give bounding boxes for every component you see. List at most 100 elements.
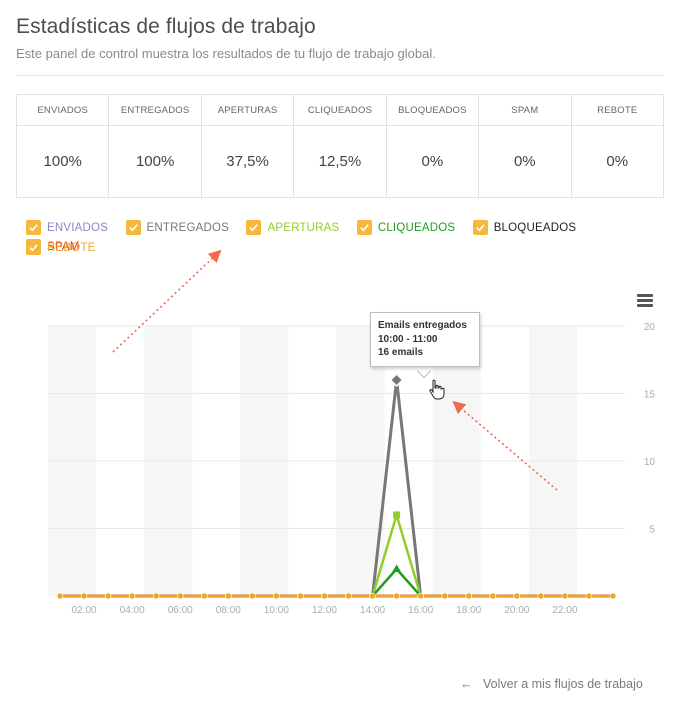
legend-label: SPAM bbox=[47, 240, 80, 253]
data-point bbox=[128, 592, 136, 600]
stats-header-cliqueados: CLIQUEADOS bbox=[293, 94, 387, 126]
series-line-entregados bbox=[60, 379, 613, 598]
annotation-arrows bbox=[112, 249, 558, 491]
checkbox-icon[interactable] bbox=[26, 240, 41, 255]
data-point-cliqueados bbox=[392, 564, 402, 572]
legend-item-entregados[interactable]: ENTREGADOS bbox=[125, 218, 230, 237]
data-point bbox=[609, 592, 617, 600]
checkbox-icon[interactable] bbox=[125, 220, 141, 235]
stats-header-enviados: ENVIADOS bbox=[15, 94, 110, 126]
legend-item-bloqueados[interactable]: BLOQUEADOS bbox=[472, 218, 577, 237]
legend-item-rebote[interactable]: REBOTE bbox=[26, 238, 96, 257]
stats-table: ENVIADOS ENTREGADOS APERTURAS CLIQUEADOS… bbox=[15, 94, 665, 198]
data-point bbox=[176, 592, 184, 600]
y-axis: 5 10 15 20 bbox=[644, 322, 656, 536]
legend-label: APERTURAS bbox=[267, 221, 340, 234]
stats-header-aperturas: APERTURAS bbox=[200, 94, 295, 126]
chart-band bbox=[48, 326, 97, 596]
page-title: Estadísticas de flujos de trabajo bbox=[16, 15, 316, 38]
data-point bbox=[489, 592, 497, 600]
annotation-arrow-legend bbox=[112, 249, 222, 353]
x-tick-label: 12:00 bbox=[312, 605, 337, 616]
y-tick-label: 5 bbox=[649, 525, 655, 536]
data-point-entregados bbox=[389, 372, 404, 388]
data-point bbox=[393, 592, 400, 600]
legend-label: BLOQUEADOS bbox=[493, 221, 577, 234]
x-tick-label: 02:00 bbox=[72, 605, 97, 616]
x-tick-label: 08:00 bbox=[216, 605, 241, 616]
data-point bbox=[345, 592, 352, 600]
data-point bbox=[441, 592, 448, 600]
stats-value-spam: 0% bbox=[478, 125, 572, 198]
x-axis: 02:00 04:00 06:00 08:00 10:00 12:00 14:00 16:00… bbox=[72, 605, 578, 616]
series-line-aperturas bbox=[60, 510, 613, 598]
series-line-cliqueados bbox=[60, 567, 613, 598]
legend-item-cliqueados[interactable]: CLIQUEADOS bbox=[356, 218, 456, 237]
data-point bbox=[200, 592, 208, 600]
data-point bbox=[417, 592, 424, 600]
stats-value-bloqueados: 0% bbox=[385, 125, 480, 198]
data-point bbox=[80, 592, 88, 600]
checkbox-icon[interactable] bbox=[472, 220, 488, 235]
back-link-label: Volver a mis flujos de trabajo bbox=[483, 676, 643, 691]
tooltip-title: Emails entregados bbox=[378, 320, 467, 331]
tooltip-count: 16 emails bbox=[378, 347, 424, 358]
legend-item-enviados[interactable]: ENVIADOS bbox=[26, 218, 108, 237]
stats-value-rebote: 0% bbox=[570, 125, 665, 198]
pointer-cursor-icon bbox=[429, 379, 445, 400]
stats-header-rebote: REBOTE bbox=[570, 94, 665, 126]
stats-value-entregados: 100% bbox=[108, 125, 202, 198]
tooltip-range: 10:00 - 11:00 bbox=[378, 333, 438, 345]
data-point bbox=[273, 592, 280, 600]
chart-menu-icon[interactable] bbox=[637, 294, 653, 308]
y-tick-label: 10 bbox=[644, 457, 656, 468]
page-subtitle: Este panel de control muestra los result… bbox=[16, 46, 436, 61]
stats-header-spam: SPAM bbox=[478, 94, 572, 126]
legend-label: ENTREGADOS bbox=[146, 221, 230, 234]
checkbox-icon[interactable] bbox=[246, 220, 262, 235]
x-tick-label: 16:00 bbox=[408, 605, 433, 616]
back-to-workflows-link[interactable]: ← Volver a mis flujos de trabajo bbox=[460, 676, 643, 691]
legend-label: CLIQUEADOS bbox=[377, 221, 456, 234]
x-tick-label: 04:00 bbox=[120, 605, 145, 616]
data-point bbox=[585, 592, 593, 600]
data-point bbox=[297, 592, 304, 600]
stats-value-enviados: 100% bbox=[15, 125, 110, 198]
stats-value-row: 100% 100% 37,5% 12,5% 0% 0% 0% bbox=[15, 125, 665, 198]
x-tick-label: 22:00 bbox=[552, 605, 577, 616]
header-divider bbox=[16, 75, 664, 76]
y-tick-label: 20 bbox=[644, 322, 656, 333]
data-point bbox=[513, 592, 521, 600]
data-point bbox=[465, 592, 473, 600]
data-point bbox=[321, 592, 328, 600]
data-point bbox=[104, 592, 112, 600]
stats-value-aperturas: 37,5% bbox=[200, 125, 295, 198]
checkbox-icon[interactable] bbox=[26, 220, 41, 235]
data-point bbox=[56, 592, 64, 600]
annotation-arrow-peak bbox=[452, 400, 558, 491]
data-point-aperturas bbox=[393, 511, 401, 519]
x-tick-label: 18:00 bbox=[456, 605, 481, 616]
chart-bands bbox=[48, 326, 577, 596]
chart-band bbox=[144, 326, 193, 596]
chart-band bbox=[528, 326, 577, 596]
legend-label: REBOTE bbox=[47, 241, 96, 254]
chart-grid bbox=[48, 325, 625, 529]
y-tick-label: 15 bbox=[644, 390, 656, 401]
x-tick-label: 06:00 bbox=[168, 605, 193, 616]
data-point bbox=[537, 592, 545, 600]
arrow-left-icon: ← bbox=[460, 676, 473, 691]
data-point bbox=[369, 592, 376, 600]
stats-header-row: ENVIADOS ENTREGADOS APERTURAS CLIQUEADOS… bbox=[15, 94, 665, 126]
chart-series bbox=[56, 372, 617, 600]
legend-item-aperturas[interactable]: APERTURAS bbox=[246, 218, 339, 237]
stats-value-cliqueados: 12,5% bbox=[293, 125, 387, 198]
legend-label: ENVIADOS bbox=[47, 221, 109, 234]
checkbox-icon[interactable] bbox=[356, 220, 372, 235]
chart-band bbox=[240, 326, 289, 596]
stats-header-bloqueados: BLOQUEADOS bbox=[385, 94, 480, 126]
data-point bbox=[561, 592, 569, 600]
stats-header-entregados: ENTREGADOS bbox=[108, 94, 202, 126]
data-point bbox=[152, 592, 160, 600]
data-point bbox=[249, 592, 256, 600]
